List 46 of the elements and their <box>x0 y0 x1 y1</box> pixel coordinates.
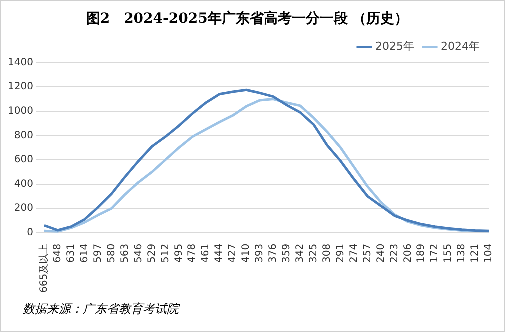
x-tick-label: 138 <box>456 244 468 264</box>
x-tick-label: 529 <box>146 244 158 264</box>
x-tick-label: 461 <box>200 244 212 264</box>
x-tick-label: 427 <box>228 244 239 264</box>
legend-label: 2024年 <box>441 40 480 54</box>
x-tick-label: 172 <box>430 244 441 264</box>
x-tick-label: 563 <box>120 244 131 264</box>
x-tick-label: 223 <box>389 244 400 264</box>
x-tick-label: 512 <box>160 244 172 264</box>
y-tick-label: 1200 <box>8 82 34 93</box>
x-tick-label: 648 <box>52 244 64 264</box>
y-tick-label: 800 <box>14 130 34 142</box>
x-tick-label: 410 <box>241 244 252 264</box>
x-tick-label: 478 <box>187 244 198 264</box>
x-tick-label: 104 <box>484 244 495 264</box>
x-tick-label: 376 <box>268 244 280 264</box>
x-tick-label: 342 <box>294 244 306 264</box>
y-tick-label: 1000 <box>8 106 34 117</box>
y-tick-label: 1400 <box>8 57 34 68</box>
x-tick-label: 308 <box>322 244 333 264</box>
legend-label: 2025年 <box>376 40 415 54</box>
x-tick-label: 274 <box>348 244 360 264</box>
x-tick-label: 121 <box>470 244 482 264</box>
x-tick-label: 325 <box>308 244 320 264</box>
x-tick-label: 155 <box>443 244 454 264</box>
x-tick-label: 206 <box>402 244 414 264</box>
x-tick-label: 444 <box>214 244 226 264</box>
x-tick-label: 597 <box>92 244 104 264</box>
y-tick-label: 200 <box>14 203 34 214</box>
chart-title: 图2 2024-2025年广东省高考一分一段 （历史） <box>86 10 409 28</box>
x-tick-label: 546 <box>133 244 144 264</box>
x-tick-label: 665及以上 <box>38 244 50 294</box>
x-tick-label: 359 <box>282 244 293 264</box>
x-tick-label: 393 <box>254 244 266 264</box>
x-tick-label: 495 <box>174 244 185 264</box>
source-note: 数据来源：广东省教育考试院 <box>23 301 179 318</box>
x-tick-label: 580 <box>106 244 118 264</box>
x-tick-label: 614 <box>79 244 90 264</box>
x-tick-label: 631 <box>66 244 77 264</box>
x-tick-label: 189 <box>416 244 428 264</box>
x-tick-label: 257 <box>362 244 374 264</box>
x-tick-label: 291 <box>335 244 346 264</box>
x-tick-label: 240 <box>376 244 387 264</box>
y-tick-label: 0 <box>27 228 34 239</box>
y-tick-label: 600 <box>14 154 34 166</box>
y-tick-label: 400 <box>14 178 34 190</box>
